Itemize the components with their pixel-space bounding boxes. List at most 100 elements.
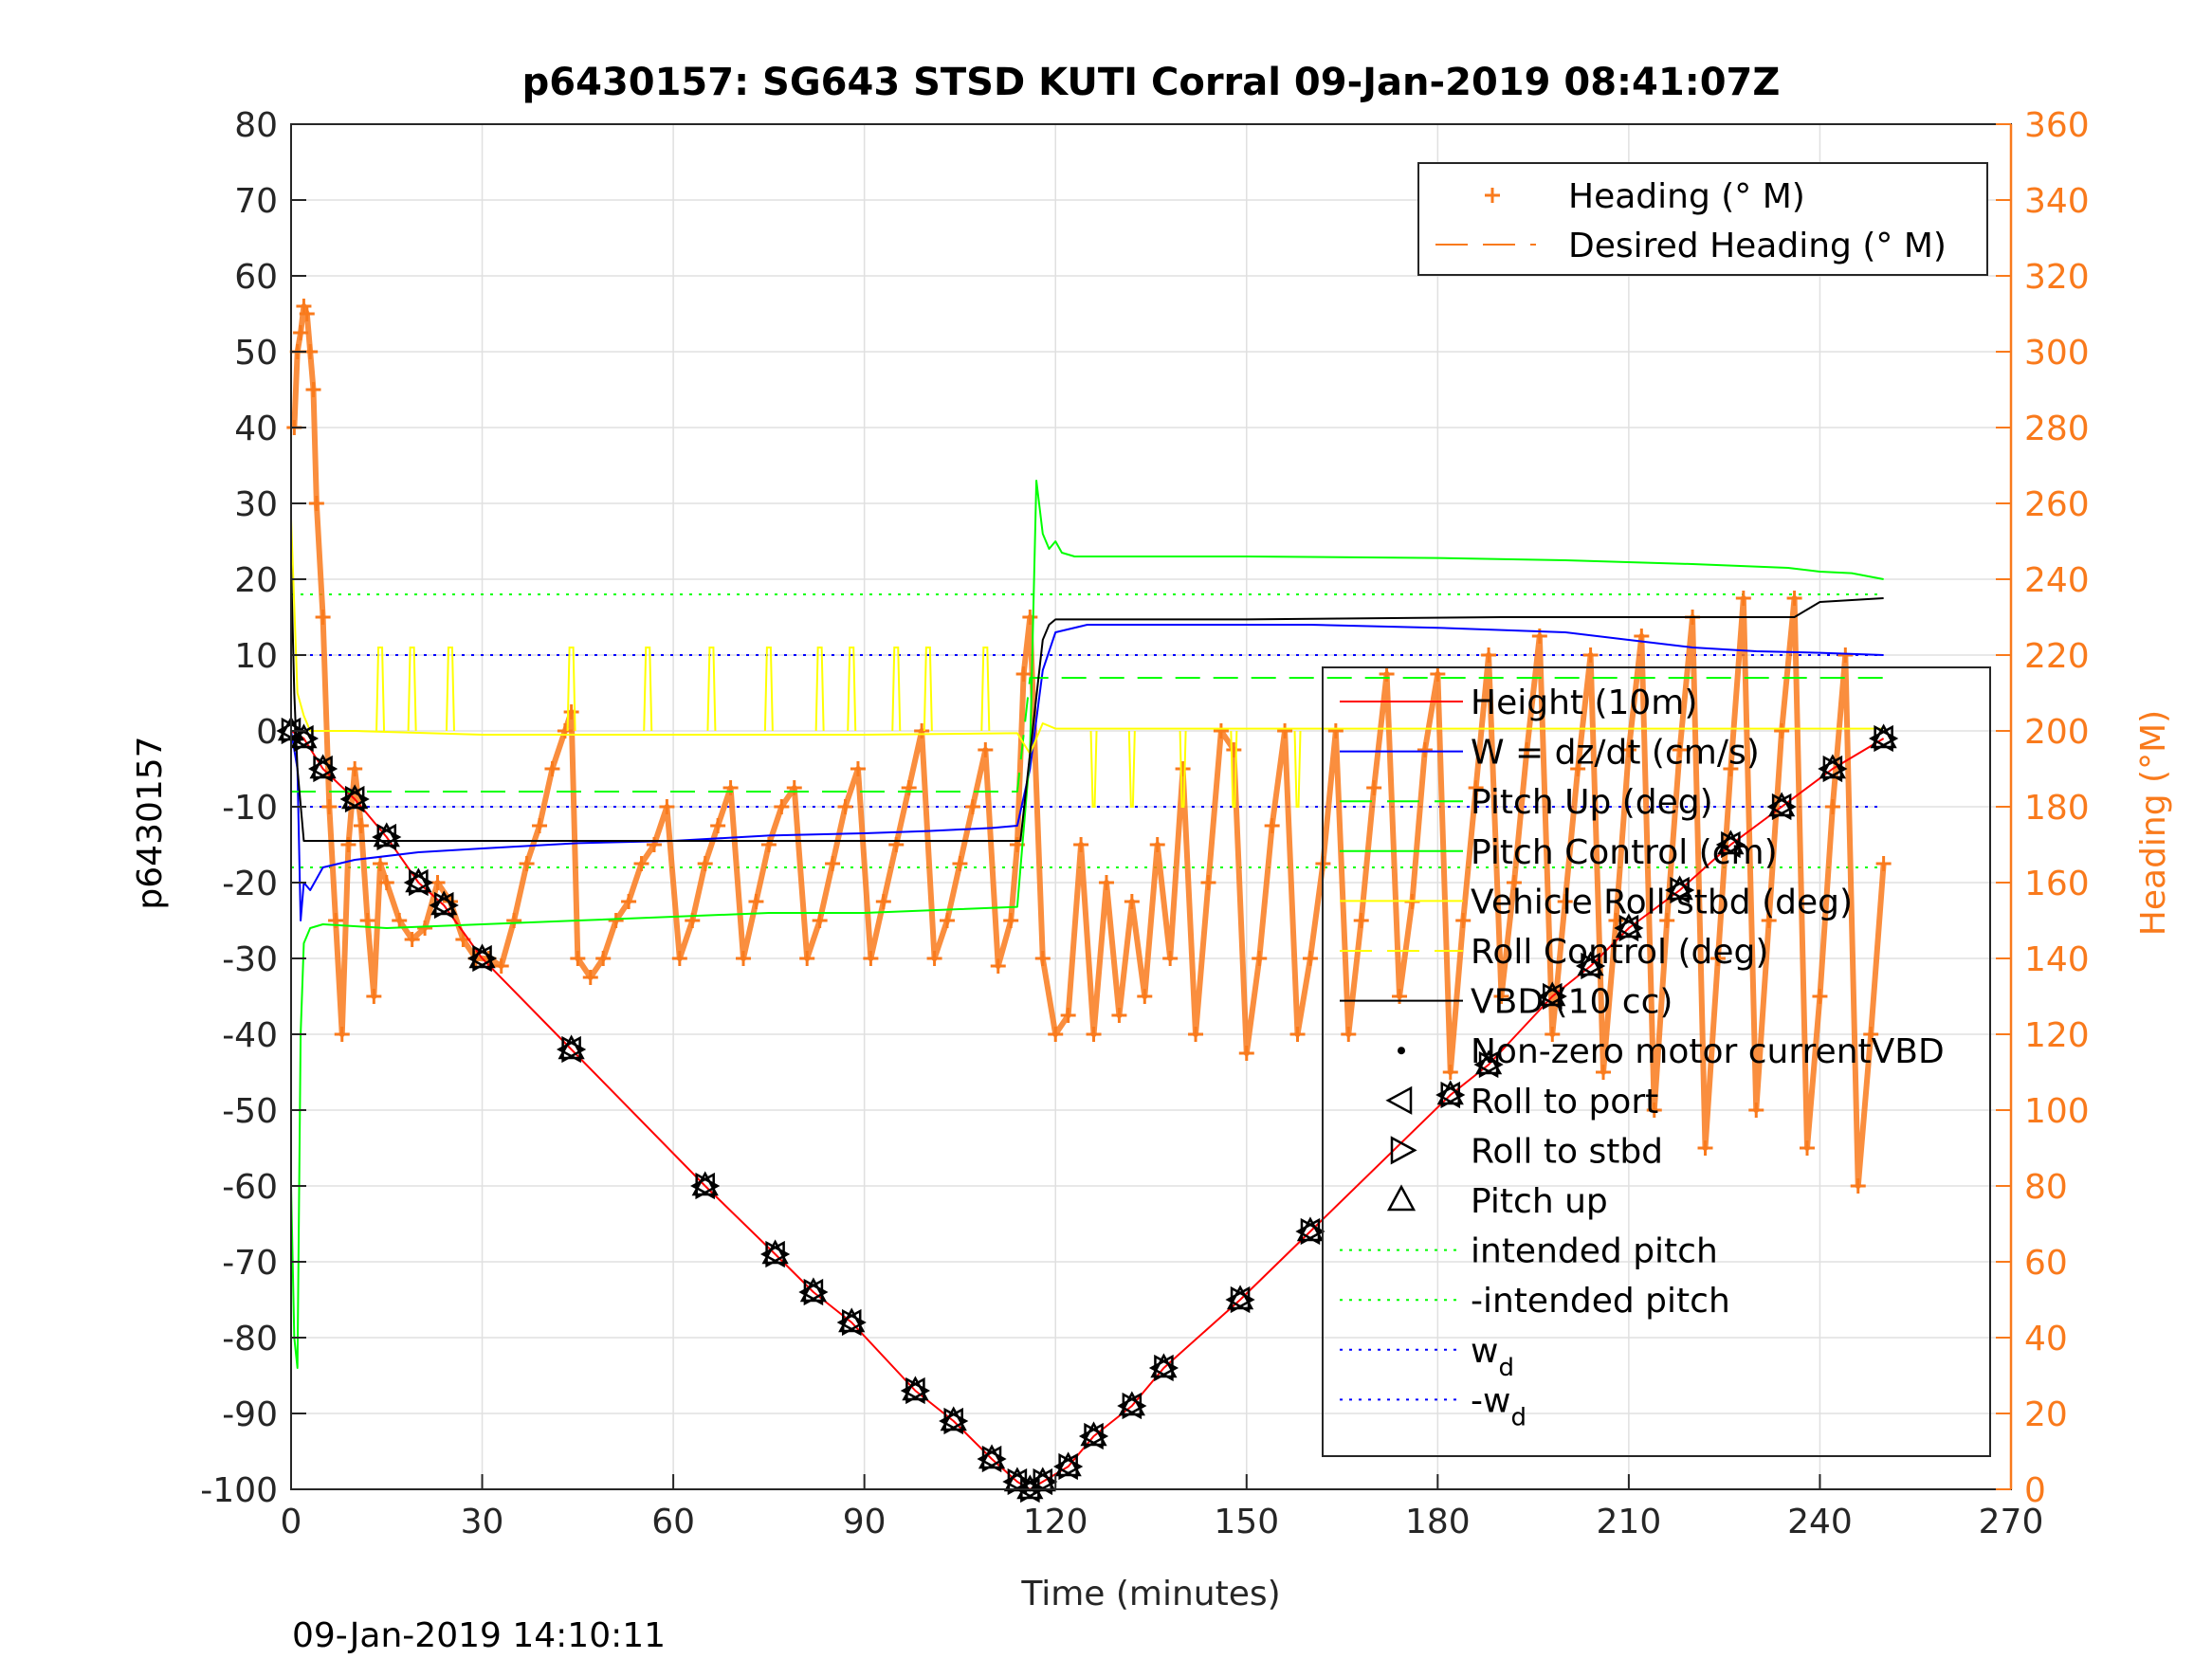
heading-point — [1098, 875, 1114, 890]
heading-point — [340, 837, 356, 852]
roll-stbd-marker — [1154, 1354, 1179, 1382]
heading-point — [392, 913, 408, 928]
roll-spike — [1230, 730, 1238, 808]
roll-port-marker — [1766, 793, 1792, 821]
heading-point — [1137, 989, 1153, 1004]
heading-point — [1086, 1027, 1102, 1042]
x-tick-label: 270 — [1979, 1503, 2044, 1541]
x-tick-label: 210 — [1597, 1503, 1662, 1541]
x-tick-label: 240 — [1787, 1503, 1853, 1541]
x-tick-label: 150 — [1214, 1503, 1279, 1541]
x-axis-label: Time (minutes) — [1020, 1575, 1280, 1613]
legend-symbol — [1398, 1047, 1405, 1055]
y-tick-label-right: 160 — [2024, 865, 2090, 903]
heading-point — [1213, 723, 1229, 738]
y-tick-label-left: 60 — [234, 258, 278, 297]
heading-point — [888, 837, 905, 852]
roll-port-marker — [759, 1240, 785, 1268]
heading-point — [1200, 875, 1216, 890]
y-axis-label-left: p6430157 — [131, 736, 170, 909]
y-tick-label-right: 180 — [2024, 789, 2090, 828]
heading-point — [299, 306, 315, 321]
heading-point — [1735, 591, 1751, 606]
roll-port-marker — [1053, 1452, 1078, 1481]
heading-point — [1812, 989, 1828, 1004]
heading-point — [978, 742, 994, 757]
heading-point — [940, 913, 956, 928]
heading-point — [557, 723, 573, 738]
heading-point — [1188, 1027, 1204, 1042]
roll-port-marker — [939, 1407, 963, 1435]
heading-point — [1596, 1065, 1612, 1080]
legend-label: Height (10m) — [1471, 684, 1697, 722]
roll-stbd-marker — [1874, 724, 1899, 753]
pitch-up-marker — [902, 1376, 929, 1401]
heading-point — [1709, 951, 1726, 966]
roll-stbd-marker — [1771, 793, 1797, 821]
heading-point — [1620, 742, 1636, 757]
y-tick-label-left: 20 — [234, 561, 278, 600]
roll-stbd-marker — [294, 724, 320, 753]
roll-port-marker — [1225, 1285, 1251, 1314]
heading-point — [1442, 1065, 1458, 1080]
heading-point — [293, 325, 309, 340]
x-tick-label: 180 — [1405, 1503, 1471, 1541]
heading-point — [1417, 742, 1433, 757]
roll-stbd-marker — [472, 944, 498, 973]
x-tick-label: 120 — [1023, 1503, 1088, 1541]
heading-point — [659, 799, 675, 814]
pitch-up-marker — [1080, 1421, 1107, 1447]
heading-point — [353, 818, 369, 833]
heading-point — [305, 382, 321, 397]
roll-port-marker — [372, 823, 397, 851]
heading-point — [1379, 666, 1395, 682]
pitch-up-marker — [309, 754, 337, 779]
pitch-up-marker — [761, 1239, 789, 1265]
pitch-up-marker — [1539, 981, 1566, 1007]
heading-point — [296, 299, 312, 314]
heading-point — [1060, 1008, 1076, 1023]
chart-title: p6430157: SG643 STSD KUTI Corral 09-Jan-… — [522, 61, 1781, 104]
roll-port-marker — [1537, 982, 1563, 1011]
heading-point — [1353, 913, 1369, 928]
roll-stbd-marker — [905, 1376, 931, 1405]
heading-point — [359, 913, 375, 928]
roll-spike — [1179, 730, 1187, 808]
y-tick-label-left: -100 — [200, 1471, 278, 1510]
heading-point — [1238, 1046, 1254, 1061]
markers — [276, 716, 1899, 1504]
legend-label: Roll to port — [1471, 1083, 1658, 1121]
heading-point — [1659, 913, 1675, 928]
y-tick-label-left: -30 — [222, 940, 278, 979]
heading-point — [1073, 837, 1089, 852]
pitch-up-marker — [1016, 1474, 1044, 1500]
roll-stbd-marker — [1478, 1050, 1504, 1079]
series-line — [291, 677, 1884, 793]
heading-point — [1277, 723, 1293, 738]
roll-stbd-marker — [1058, 1452, 1084, 1481]
footer-timestamp: 09-Jan-2019 14:10:11 — [292, 1616, 666, 1655]
pitch-up-marker — [1615, 913, 1642, 939]
roll-spike — [643, 647, 653, 732]
roll-stbd-marker — [981, 1445, 1007, 1473]
heading-point — [812, 913, 828, 928]
roll-port-marker — [1818, 755, 1843, 783]
roll-port-marker — [1665, 876, 1690, 904]
y-tick-label-right: 240 — [2024, 561, 2090, 600]
roll-spike — [980, 647, 991, 732]
roll-port-marker — [690, 1172, 715, 1200]
pitch-up-marker — [1296, 1216, 1325, 1242]
roll-stbd-marker — [344, 785, 370, 813]
heading-point — [1493, 989, 1509, 1004]
legend-label: Heading (° M) — [1568, 177, 1805, 216]
pitch-up-marker — [430, 890, 458, 916]
roll-spike — [847, 647, 857, 732]
legend-symbol — [1385, 1085, 1413, 1115]
pitch-up-marker — [1870, 723, 1897, 749]
legend-main: Height (10m) W = dz/dt (cm/s) Pitch Up (de… — [1322, 666, 1991, 1457]
y-tick-label-right: 360 — [2024, 106, 2090, 145]
y-tick-label-left: 10 — [234, 637, 278, 676]
heading-point — [825, 856, 841, 871]
roll-port-marker — [1869, 724, 1893, 753]
heading-point — [570, 951, 586, 966]
